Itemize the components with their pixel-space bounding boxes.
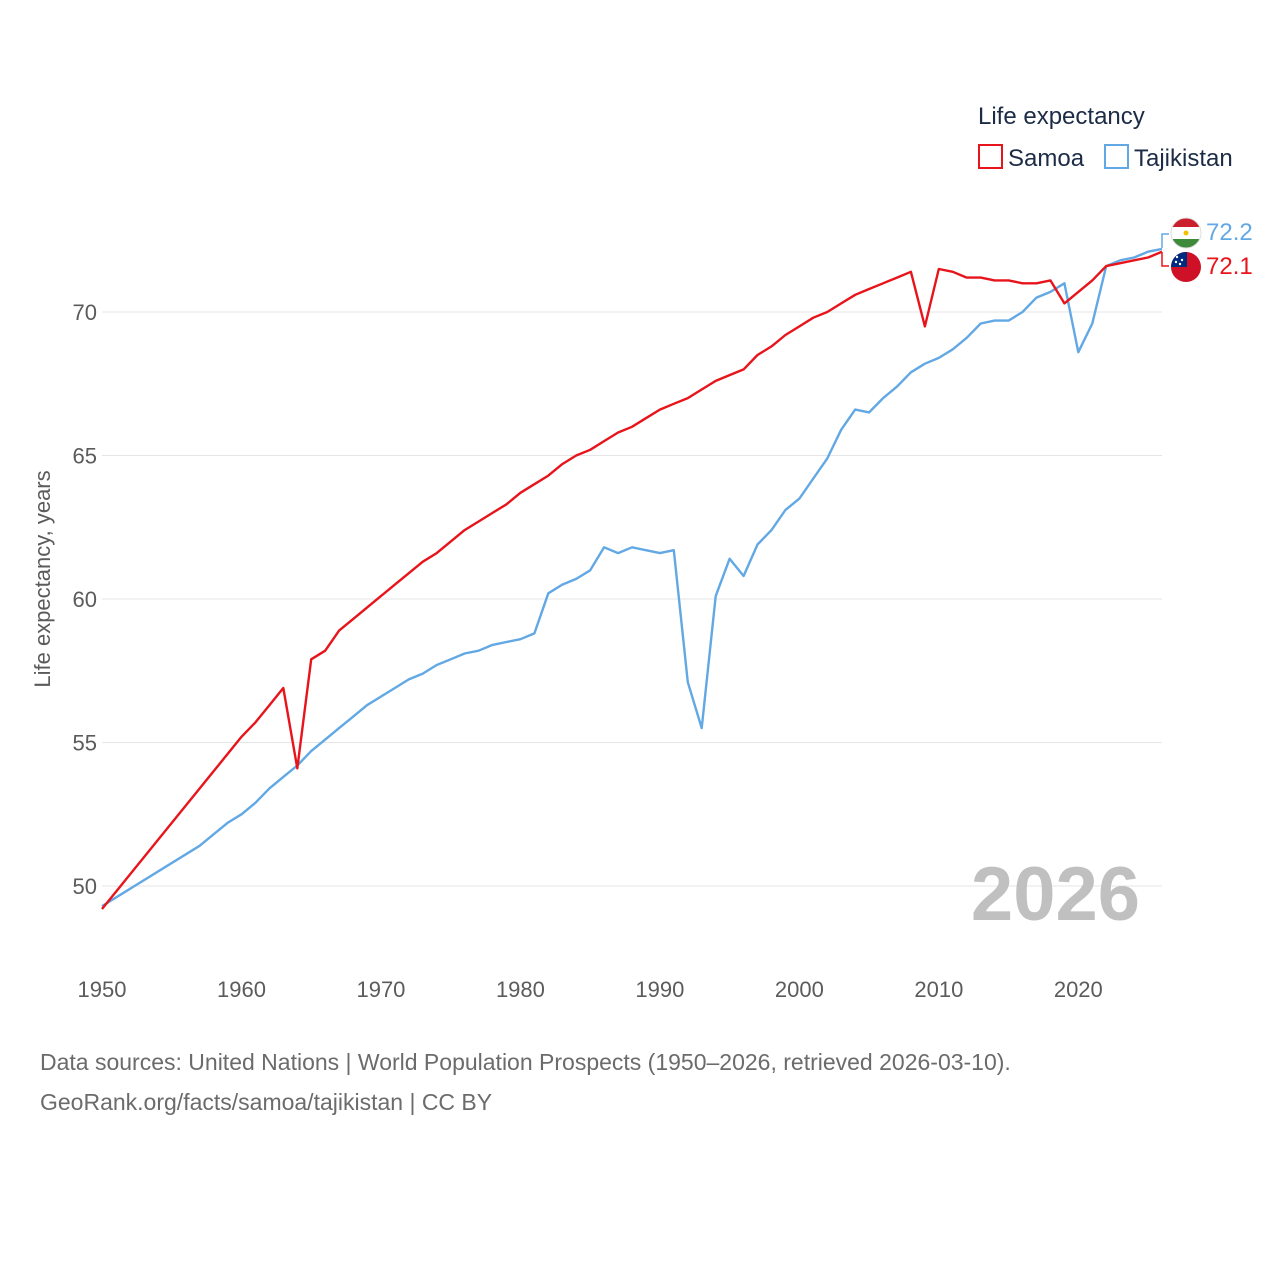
attribution-line[interactable]: GeoRank.org/facts/samoa/tajikistan | CC …	[40, 1089, 493, 1115]
x-tick-label: 2020	[1054, 977, 1103, 1002]
x-tick-label: 2000	[775, 977, 824, 1002]
legend-swatch-tajikistan[interactable]	[1104, 144, 1129, 169]
y-tick-label: 60	[73, 587, 97, 612]
x-tick-label: 1980	[496, 977, 545, 1002]
legend-title: Life expectancy	[978, 103, 1145, 130]
y-tick-label: 50	[73, 874, 97, 899]
y-tick-label: 55	[73, 731, 97, 756]
y-tick-label: 70	[73, 300, 97, 325]
x-axis-ticks: 1950 1960 1970 1980 1990 2000 2010 2020	[78, 977, 1103, 1002]
data-source-footer: Data sources: United Nations | World Pop…	[40, 1042, 1011, 1122]
tajikistan-flag-icon	[1170, 217, 1202, 249]
tajikistan-end-connector	[1161, 233, 1169, 248]
x-tick-label: 1990	[635, 977, 684, 1002]
samoa-end-connector	[1161, 252, 1169, 267]
samoa-end-value: 72.1	[1206, 253, 1253, 280]
x-tick-label: 1950	[78, 977, 127, 1002]
end-labels: 72.2 72.1	[1161, 217, 1253, 282]
year-watermark: 2026	[971, 852, 1140, 937]
legend-swatch-samoa[interactable]	[978, 144, 1003, 169]
gridlines	[102, 311, 1162, 887]
series-lines	[101, 247, 1163, 910]
legend-label-samoa[interactable]: Samoa	[1008, 145, 1085, 172]
legend-label-tajikistan[interactable]: Tajikistan	[1134, 145, 1233, 172]
source-line: Data sources: United Nations | World Pop…	[40, 1049, 1011, 1075]
series-line-tajikistan[interactable]	[101, 247, 1163, 908]
y-tick-label: 65	[73, 444, 97, 469]
legend: Life expectancy Samoa Tajikistan	[978, 103, 1233, 172]
y-axis-title: Life expectancy, years	[30, 470, 55, 687]
tajikistan-end-value: 72.2	[1206, 219, 1253, 246]
samoa-flag-icon	[1171, 252, 1201, 282]
x-tick-label: 1970	[356, 977, 405, 1002]
x-tick-label: 2010	[914, 977, 963, 1002]
y-axis-ticks: 50 55 60 65 70	[73, 300, 97, 899]
series-line-samoa[interactable]	[101, 250, 1163, 910]
x-tick-label: 1960	[217, 977, 266, 1002]
